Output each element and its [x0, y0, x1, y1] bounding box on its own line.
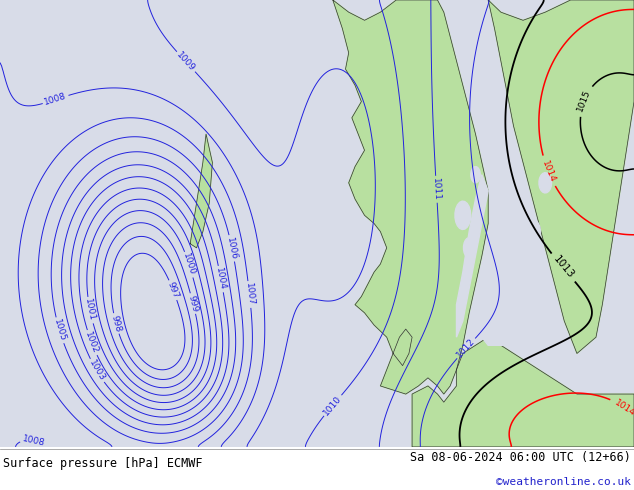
Polygon shape	[539, 172, 552, 193]
Text: Surface pressure [hPa] ECMWF: Surface pressure [hPa] ECMWF	[3, 457, 203, 470]
Text: 1014: 1014	[540, 159, 557, 183]
Polygon shape	[482, 329, 545, 353]
Text: 1008: 1008	[21, 435, 46, 448]
Text: 1002: 1002	[84, 330, 100, 355]
Text: 1014: 1014	[612, 398, 634, 418]
Text: 1012: 1012	[455, 337, 477, 360]
Polygon shape	[333, 0, 488, 394]
Text: 1001: 1001	[84, 298, 97, 322]
Text: 1006: 1006	[225, 236, 239, 261]
Polygon shape	[525, 220, 540, 244]
Polygon shape	[455, 201, 470, 229]
Text: 998: 998	[110, 314, 122, 333]
Polygon shape	[0, 0, 634, 447]
Text: 1011: 1011	[431, 177, 441, 201]
Text: 1004: 1004	[214, 267, 228, 291]
Text: 1000: 1000	[181, 252, 197, 277]
Polygon shape	[488, 0, 634, 353]
Text: 1013: 1013	[551, 254, 576, 281]
Text: 997: 997	[165, 280, 181, 300]
Text: 1005: 1005	[52, 318, 67, 343]
Polygon shape	[190, 134, 212, 248]
Polygon shape	[412, 337, 634, 447]
Polygon shape	[471, 167, 481, 183]
Text: 1015: 1015	[576, 89, 593, 113]
Polygon shape	[463, 238, 475, 258]
Text: 1010: 1010	[322, 394, 344, 417]
Text: 999: 999	[186, 294, 200, 313]
Text: 1003: 1003	[87, 359, 107, 383]
Text: 1007: 1007	[243, 283, 256, 306]
Text: Sa 08-06-2024 06:00 UTC (12+66): Sa 08-06-2024 06:00 UTC (12+66)	[410, 451, 631, 464]
Polygon shape	[393, 329, 412, 366]
Polygon shape	[510, 189, 529, 217]
Text: 1008: 1008	[43, 92, 68, 107]
Polygon shape	[456, 175, 488, 337]
Text: 1009: 1009	[175, 50, 197, 73]
Text: ©weatheronline.co.uk: ©weatheronline.co.uk	[496, 477, 631, 487]
